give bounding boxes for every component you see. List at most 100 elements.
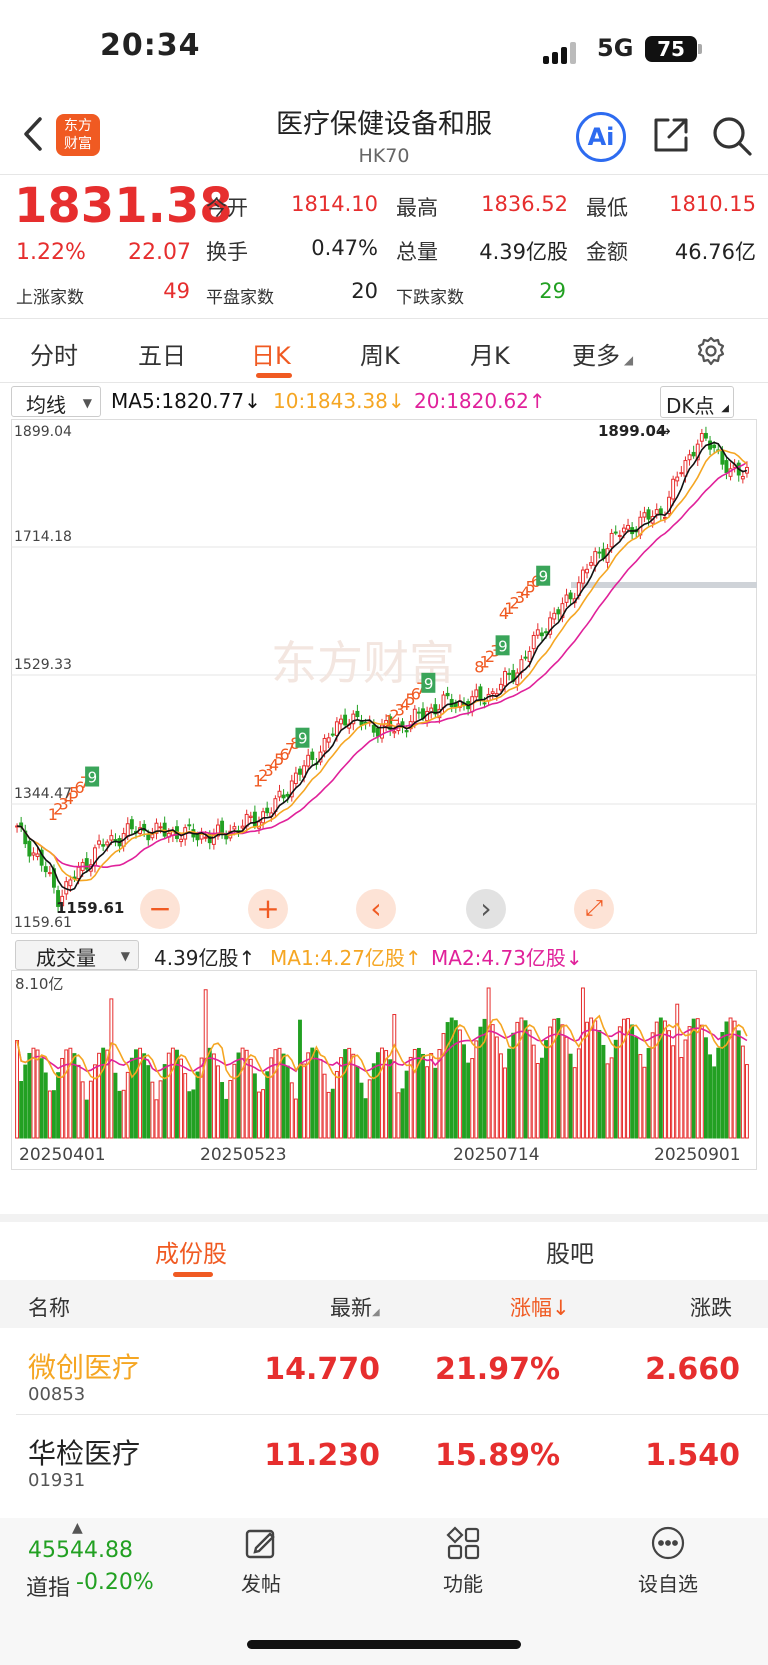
ma5-legend: MA5:1820.77↓	[111, 389, 261, 413]
divider	[0, 382, 768, 383]
td-signal: 2	[510, 593, 520, 612]
zoom-in-button[interactable]: +	[248, 889, 288, 929]
volume-bar	[728, 1017, 733, 1139]
volume-bar	[23, 1064, 28, 1139]
volume-bar	[527, 1029, 532, 1139]
tab-more[interactable]: 更多 ◢	[572, 342, 634, 370]
ma20-legend: 20:1820.62↑	[414, 389, 546, 413]
ma10-line	[16, 448, 748, 882]
volume-bar	[470, 1058, 475, 1139]
tab-monthly-k[interactable]: 月K	[470, 342, 510, 370]
candle-body	[60, 895, 65, 907]
scroll-left-button[interactable]: ‹	[356, 889, 396, 929]
tab-five-day[interactable]: 五日	[138, 342, 186, 370]
volume-bar	[39, 1058, 44, 1139]
share-icon[interactable]	[650, 114, 692, 156]
gear-icon[interactable]	[696, 336, 726, 366]
edit-icon	[245, 1529, 275, 1559]
td-signal: 1	[48, 805, 58, 824]
candle-body	[552, 612, 557, 620]
home-indicator	[247, 1640, 521, 1649]
post-button[interactable]: 发帖	[228, 1524, 294, 1610]
candle-body	[597, 551, 602, 554]
list-item[interactable]: 微创医疗 00853 14.770 21.97% 2.660	[0, 1330, 768, 1414]
tab-constituents[interactable]: 成份股	[155, 1240, 227, 1268]
high-value: 1836.52	[481, 192, 568, 216]
collapse-arrow-icon[interactable]: ▲	[72, 1520, 83, 1536]
volume-bar	[134, 1049, 138, 1139]
volume-bar	[490, 1024, 495, 1139]
volume-bar	[416, 1047, 421, 1139]
volume-bar	[589, 1017, 594, 1139]
volume-bar	[273, 1049, 278, 1139]
candle-body	[355, 710, 360, 718]
candle-body	[281, 794, 286, 799]
volume-selector[interactable]: 成交量 ▼	[15, 940, 139, 970]
volume-bar	[158, 1080, 163, 1139]
volume-bar	[19, 1081, 24, 1139]
volume-ma1-line	[16, 1014, 748, 1080]
volume-bar	[216, 1065, 220, 1139]
volume-value: 4.39亿股	[479, 240, 568, 264]
tab-weekly-k[interactable]: 周K	[360, 342, 400, 370]
header-name[interactable]: 名称	[28, 1296, 70, 1320]
volume-bar	[384, 1050, 389, 1139]
header-change-pct[interactable]: 涨幅↓	[510, 1296, 570, 1320]
volume-bar	[138, 1047, 143, 1139]
tab-daily-k[interactable]: 日K	[251, 342, 291, 370]
header-change[interactable]: 涨跌	[690, 1296, 732, 1320]
volume-bar	[162, 1064, 167, 1139]
volume-bar	[146, 1065, 151, 1139]
candle-body	[720, 451, 725, 465]
volume-bar	[35, 1049, 40, 1139]
candle-body	[679, 472, 684, 475]
volume-bar	[408, 1056, 413, 1139]
volume-chart[interactable]: 8.10亿 20250401 20250523 20250714 2025090…	[11, 970, 757, 1170]
td-signal: 4	[400, 695, 410, 714]
volume-bar	[478, 1026, 483, 1139]
candle-body	[654, 509, 659, 515]
candle-body	[371, 724, 376, 733]
td-nine-label: 9	[539, 568, 549, 586]
tab-forum[interactable]: 股吧	[546, 1240, 594, 1268]
volume-bar	[375, 1052, 380, 1139]
candle-body	[129, 819, 134, 830]
search-icon[interactable]	[710, 114, 754, 158]
volume-bar	[638, 1054, 643, 1139]
candle-body	[84, 858, 89, 870]
volume-bar	[556, 1018, 561, 1139]
ma-selector[interactable]: 均线 ▼	[11, 386, 101, 417]
header-latest[interactable]: 最新◢	[330, 1296, 380, 1320]
add-watchlist-button[interactable]: 设自选	[630, 1524, 706, 1610]
candle-body	[35, 853, 40, 857]
volume-bar	[351, 1053, 356, 1139]
volume-bar	[318, 1059, 323, 1139]
volume-label: 总量	[396, 240, 438, 264]
battery-icon: 75	[645, 36, 697, 62]
candle-body	[687, 454, 692, 461]
tab-intraday[interactable]: 分时	[30, 342, 78, 370]
volume-bar	[609, 1057, 614, 1139]
candle-body	[658, 508, 663, 515]
volume-bar	[732, 1020, 737, 1139]
volume-bar	[306, 1052, 311, 1139]
volume-bar	[285, 1065, 290, 1139]
back-button[interactable]	[22, 115, 44, 163]
ai-button[interactable]: Ai	[576, 112, 626, 162]
dow-index-value[interactable]: 45544.88	[28, 1538, 133, 1563]
low-value: 1810.15	[669, 192, 756, 216]
volume-bar	[371, 1063, 376, 1139]
stock-change-pct: 21.97%	[435, 1352, 560, 1387]
candle-body	[310, 751, 315, 760]
list-item[interactable]: 华检医疗 01931 11.230 15.89% 1.540	[0, 1416, 768, 1500]
scroll-right-button[interactable]: ›	[466, 889, 506, 929]
zoom-out-button[interactable]: −	[140, 889, 180, 929]
functions-button[interactable]: 功能	[430, 1524, 496, 1610]
candle-body	[322, 737, 327, 752]
fullscreen-button[interactable]: ⤢	[574, 889, 614, 929]
volume-bar	[236, 1052, 241, 1139]
volume-bar	[347, 1047, 352, 1139]
dk-point-toggle[interactable]: DK点 ◢	[660, 386, 734, 418]
volume-bar	[355, 1065, 360, 1139]
